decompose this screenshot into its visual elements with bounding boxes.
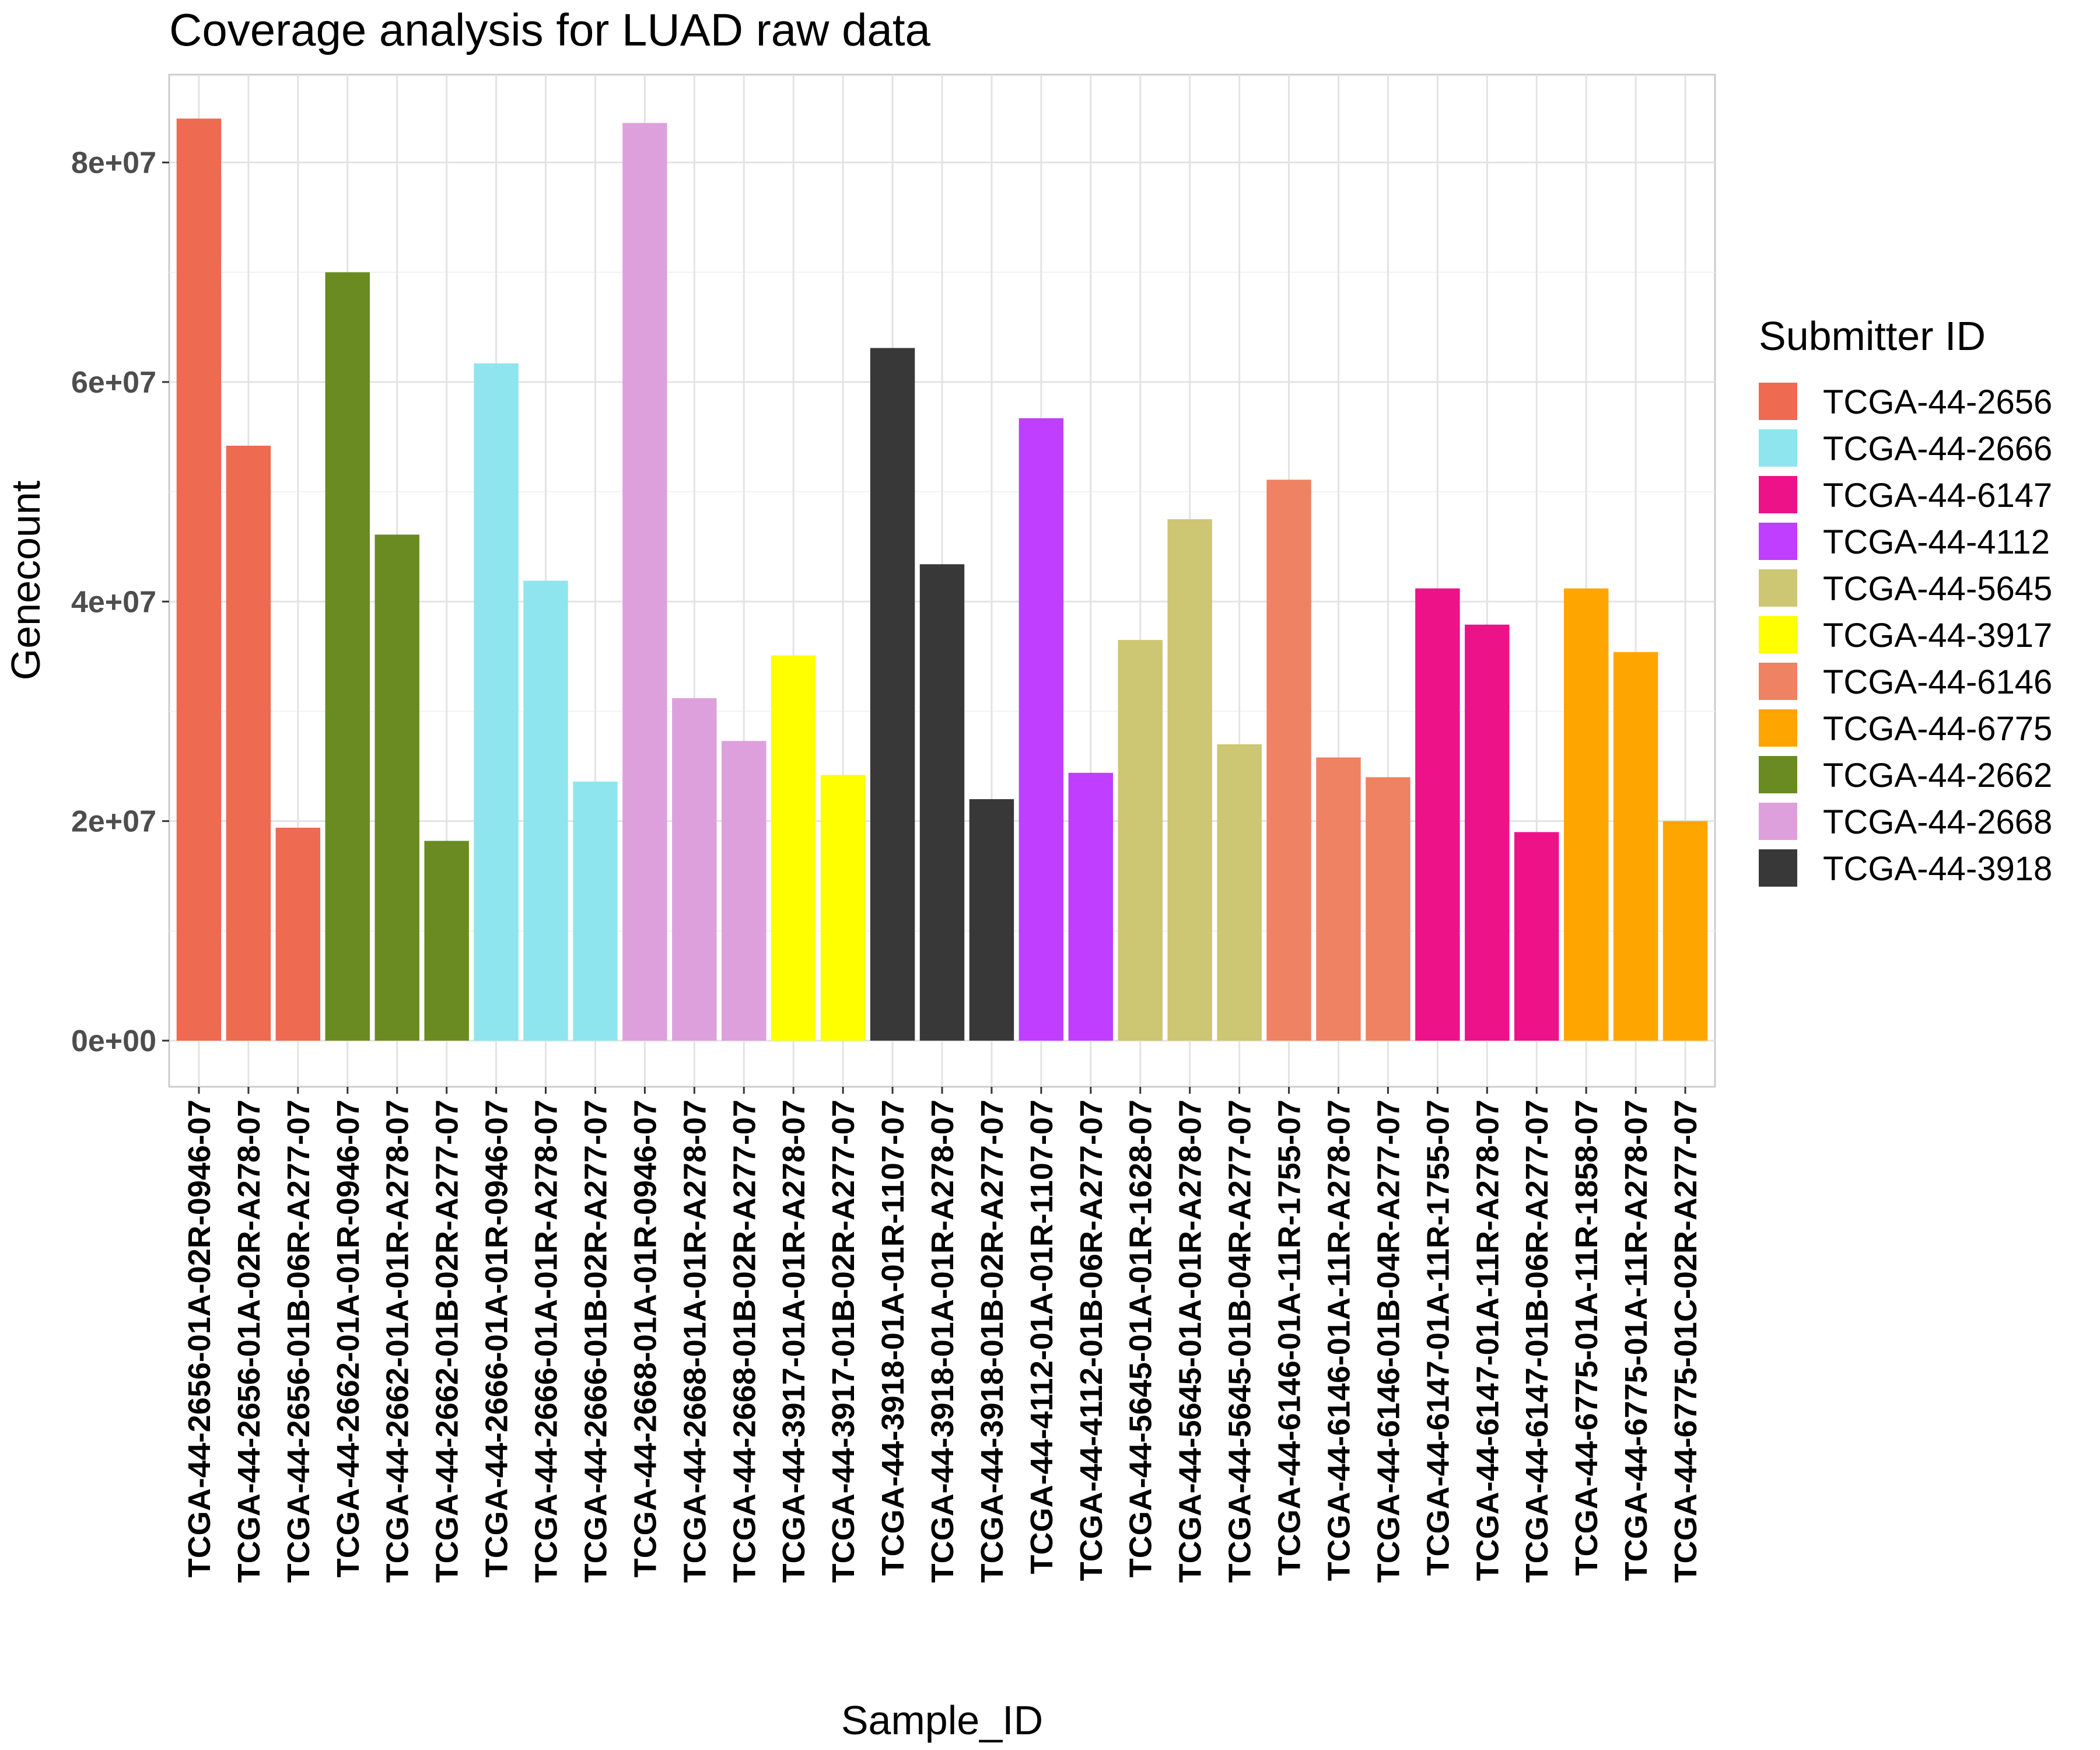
- bar: [1316, 757, 1361, 1041]
- legend-swatch: [1759, 709, 1797, 747]
- bar: [275, 827, 321, 1041]
- x-tick-label: TCGA-44-6775-01C-02R-A277-07: [1668, 1100, 1703, 1583]
- x-tick-label: TCGA-44-2662-01B-02R-A277-07: [430, 1100, 465, 1583]
- bar: [1217, 744, 1262, 1041]
- bar: [176, 118, 222, 1041]
- x-tick-label: TCGA-44-5645-01A-01R-A278-07: [1173, 1100, 1208, 1583]
- bar: [1613, 652, 1658, 1041]
- bar: [1068, 772, 1114, 1041]
- bar: [622, 123, 667, 1041]
- bar: [573, 781, 618, 1041]
- y-tick-label: 4e+07: [71, 585, 156, 619]
- x-tick-label: TCGA-44-4112-01B-06R-A277-07: [1074, 1100, 1109, 1581]
- y-axis: 0e+00 2e+07 4e+07 6e+07 8e+07: [71, 146, 169, 1058]
- y-tick-label: 2e+07: [71, 805, 156, 839]
- legend-label: TCGA-44-5645: [1823, 570, 2052, 608]
- x-tick-label: TCGA-44-2666-01A-01R-0946-07: [480, 1100, 514, 1577]
- bar: [1514, 832, 1559, 1041]
- legend-label: TCGA-44-2666: [1823, 430, 2052, 468]
- x-tick-label: TCGA-44-2656-01A-02R-A278-07: [232, 1100, 267, 1583]
- bar: [820, 775, 866, 1041]
- x-tick-label: TCGA-44-2662-01A-01R-A278-07: [380, 1100, 415, 1583]
- chart-title: Coverage analysis for LUAD raw data: [169, 4, 931, 55]
- legend-label: TCGA-44-2662: [1823, 757, 2052, 794]
- x-tick-label: TCGA-44-6146-01A-11R-1755-07: [1272, 1100, 1307, 1576]
- legend-label: TCGA-44-6775: [1823, 710, 2052, 748]
- x-tick-label: TCGA-44-3917-01A-01R-A278-07: [776, 1100, 811, 1583]
- legend: Submitter ID TCGA-44-2656 TCGA-44-2666 TCG…: [1759, 313, 2052, 888]
- x-tick-label: TCGA-44-6147-01B-06R-A277-07: [1520, 1100, 1555, 1583]
- x-axis-title: Sample_ID: [841, 1698, 1043, 1743]
- legend-label: TCGA-44-6147: [1823, 477, 2052, 514]
- x-tick-label: TCGA-44-2666-01A-01R-A278-07: [529, 1100, 564, 1583]
- bar: [722, 741, 766, 1041]
- legend-label: TCGA-44-4112: [1823, 523, 2050, 561]
- legend-title: Submitter ID: [1759, 313, 1986, 359]
- bar: [474, 363, 519, 1041]
- x-tick-label: TCGA-44-6147-01A-11R-A278-07: [1470, 1100, 1505, 1581]
- bar: [969, 799, 1014, 1041]
- legend-swatch: [1759, 569, 1797, 607]
- bar: [226, 446, 271, 1041]
- x-tick-label: TCGA-44-6146-01B-04R-A277-07: [1371, 1100, 1406, 1583]
- x-tick-label: TCGA-44-4112-01A-01R-1107-07: [1024, 1100, 1059, 1574]
- legend-label: TCGA-44-2656: [1823, 383, 2052, 421]
- legend-swatch: [1759, 616, 1797, 653]
- y-tick-label: 6e+07: [71, 366, 156, 400]
- legend-swatch: [1759, 849, 1797, 887]
- x-tick-label: TCGA-44-3918-01B-02R-A277-07: [975, 1100, 1010, 1583]
- bar: [1167, 519, 1212, 1041]
- legend-swatch: [1759, 476, 1797, 513]
- bar: [424, 841, 469, 1041]
- x-tick-label: TCGA-44-6775-01A-11R-1858-07: [1569, 1100, 1604, 1576]
- x-tick-label: TCGA-44-2668-01B-02R-A277-07: [727, 1100, 762, 1583]
- legend-swatch: [1759, 429, 1797, 467]
- bar: [870, 348, 915, 1041]
- legend-swatch: [1759, 663, 1797, 700]
- legend-label: TCGA-44-3917: [1823, 617, 2052, 654]
- bar: [919, 564, 965, 1041]
- x-tick-label: TCGA-44-2666-01B-02R-A277-07: [578, 1100, 613, 1583]
- bar: [1019, 418, 1064, 1041]
- y-axis-title: Genecount: [3, 481, 48, 680]
- bar: [1465, 624, 1510, 1041]
- x-tick-label: TCGA-44-2656-01A-02R-0946-07: [182, 1100, 217, 1577]
- x-tick-label: TCGA-44-5645-01A-01R-1628-07: [1124, 1100, 1158, 1577]
- legend-swatch: [1759, 756, 1797, 793]
- y-tick-label: 8e+07: [71, 146, 156, 180]
- x-tick-label: TCGA-44-2662-01A-01R-0946-07: [331, 1100, 366, 1577]
- x-tick-label: TCGA-44-3918-01A-01R-1107-07: [876, 1100, 911, 1576]
- bar: [374, 534, 419, 1041]
- x-tick-label: TCGA-44-3917-01B-02R-A277-07: [826, 1100, 861, 1583]
- bar: [1563, 588, 1609, 1041]
- bar: [1266, 480, 1311, 1041]
- bar: [1118, 640, 1163, 1041]
- bar: [523, 580, 568, 1041]
- legend-swatch: [1759, 803, 1797, 840]
- x-tick-label: TCGA-44-3918-01A-01R-A278-07: [925, 1100, 960, 1583]
- y-tick-label: 0e+00: [71, 1024, 156, 1058]
- legend-label: TCGA-44-6146: [1823, 663, 2052, 701]
- bar: [672, 698, 717, 1041]
- legend-label: TCGA-44-2668: [1823, 803, 2052, 841]
- x-tick-label: TCGA-44-6146-01A-11R-A278-07: [1321, 1100, 1356, 1581]
- x-axis: TCGA-44-2656-01A-02R-0946-07 TCGA-44-2656…: [182, 1087, 1703, 1583]
- x-tick-label: TCGA-44-6147-01A-11R-1755-07: [1420, 1100, 1455, 1576]
- x-tick-label: TCGA-44-6775-01A-11R-A278-07: [1619, 1100, 1654, 1581]
- x-tick-label: TCGA-44-2668-01A-01R-A278-07: [677, 1100, 712, 1583]
- legend-swatch: [1759, 383, 1797, 420]
- bar: [1415, 588, 1460, 1041]
- x-tick-label: TCGA-44-2668-01A-01R-0946-07: [628, 1100, 663, 1577]
- bar: [1366, 777, 1410, 1041]
- x-tick-label: TCGA-44-5645-01B-04R-A277-07: [1223, 1100, 1258, 1583]
- bar: [325, 272, 370, 1041]
- x-tick-label: TCGA-44-2656-01B-06R-A277-07: [281, 1100, 316, 1583]
- legend-swatch: [1759, 523, 1797, 560]
- legend-label: TCGA-44-3918: [1823, 850, 2052, 888]
- bar: [1662, 821, 1708, 1041]
- bars: [176, 118, 1708, 1041]
- bar: [771, 655, 816, 1041]
